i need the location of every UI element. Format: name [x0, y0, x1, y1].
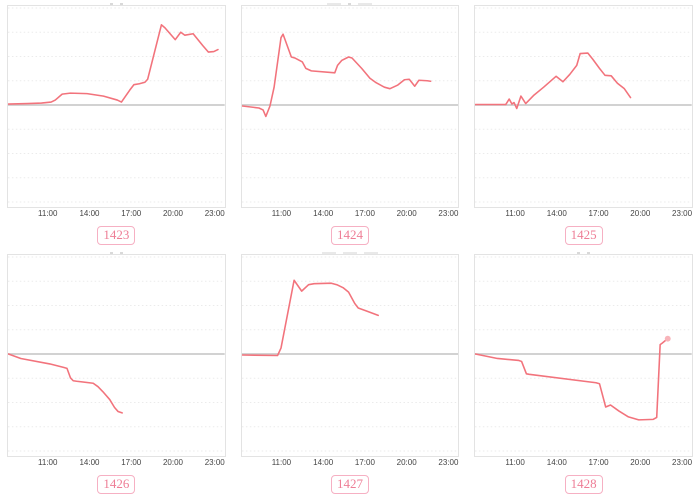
x-tick-label: 11:00 — [38, 458, 58, 467]
x-tick-label: 23:00 — [204, 458, 225, 467]
chart-id-badge[interactable]: 1424 — [330, 225, 369, 245]
badge-row: 1428 — [474, 470, 693, 498]
x-tick-label: 23:00 — [204, 209, 225, 218]
badge-row: 1423 — [7, 221, 226, 249]
chart-title-clipped — [241, 249, 460, 254]
title-fragment — [577, 252, 581, 254]
x-tick-label: 11:00 — [505, 209, 525, 218]
title-fragment — [119, 252, 123, 254]
chart-block-1426: 11:00 14:00 17:00 20:00 23:00 1426 — [7, 249, 226, 498]
x-tick-label: 17:00 — [354, 209, 375, 218]
title-fragment — [348, 3, 352, 5]
chart-block-1427: 11:00 14:00 17:00 20:00 23:00 1427 — [240, 249, 460, 498]
chart-panel — [7, 5, 226, 208]
x-tick-label: 14:00 — [313, 209, 334, 218]
title-fragment — [327, 3, 342, 5]
x-tick-label: 17:00 — [354, 458, 375, 467]
title-fragment — [119, 3, 123, 5]
x-tick-label: 11:00 — [38, 209, 58, 218]
x-tick-label: 20:00 — [630, 458, 651, 467]
chart-block-1428: 11:00 14:00 17:00 20:00 23:00 1428 — [474, 249, 693, 498]
x-axis-ticks: 11:00 14:00 17:00 20:00 23:00 — [7, 208, 226, 221]
x-tick-label: 20:00 — [396, 458, 417, 467]
chart-title-clipped — [241, 0, 460, 5]
x-tick-label: 20:00 — [396, 209, 417, 218]
chart-panel — [7, 254, 226, 457]
title-fragment — [358, 3, 373, 5]
x-tick-label: 23:00 — [438, 209, 459, 218]
x-tick-label: 23:00 — [672, 209, 693, 218]
x-tick-label: 11:00 — [271, 458, 292, 467]
x-tick-label: 14:00 — [79, 209, 100, 218]
x-tick-label: 23:00 — [672, 458, 693, 467]
chart-block-1424: 11:00 14:00 17:00 20:00 23:00 1424 — [240, 0, 460, 249]
title-fragment — [109, 252, 113, 254]
line-chart-svg — [241, 256, 459, 452]
line-chart-svg — [475, 7, 692, 203]
x-tick-label: 17:00 — [588, 209, 609, 218]
chart-title-clipped — [474, 249, 693, 254]
x-tick-label: 23:00 — [438, 458, 459, 467]
chart-title-clipped — [7, 0, 226, 5]
x-tick-label: 11:00 — [271, 209, 292, 218]
line-chart-svg — [241, 7, 459, 203]
x-tick-label: 20:00 — [630, 209, 651, 218]
title-fragment — [342, 252, 357, 254]
chart-block-1425: 11:00 14:00 17:00 20:00 23:00 1425 — [474, 0, 693, 249]
x-tick-label: 20:00 — [162, 458, 183, 467]
badge-row: 1427 — [241, 470, 460, 498]
title-fragment — [321, 252, 336, 254]
chart-id-badge[interactable]: 1423 — [97, 225, 136, 245]
title-fragment — [587, 252, 591, 254]
chart-panel — [474, 5, 693, 208]
chart-panel — [474, 254, 693, 457]
x-axis-ticks: 11:00 14:00 17:00 20:00 23:00 — [241, 457, 460, 470]
badge-row: 1425 — [474, 221, 693, 249]
chart-id-badge[interactable]: 1425 — [564, 225, 603, 245]
badge-row: 1426 — [7, 470, 226, 498]
chart-id-badge[interactable]: 1428 — [564, 474, 603, 494]
x-tick-label: 17:00 — [588, 458, 609, 467]
chart-title-clipped — [7, 249, 226, 254]
x-tick-label: 14:00 — [79, 458, 100, 467]
x-axis-ticks: 11:00 14:00 17:00 20:00 23:00 — [7, 457, 226, 470]
x-axis-ticks: 11:00 14:00 17:00 20:00 23:00 — [474, 208, 693, 221]
chart-id-badge[interactable]: 1426 — [97, 474, 136, 494]
title-fragment — [109, 3, 113, 5]
x-tick-label: 17:00 — [121, 458, 142, 467]
line-chart-svg — [8, 7, 225, 203]
x-tick-label: 14:00 — [313, 458, 334, 467]
title-fragment — [363, 252, 378, 254]
line-chart-svg — [475, 256, 692, 452]
x-tick-label: 14:00 — [546, 458, 567, 467]
line-chart-svg — [8, 256, 225, 452]
x-tick-label: 11:00 — [505, 458, 525, 467]
chart-block-1423: 11:00 14:00 17:00 20:00 23:00 1423 — [7, 0, 226, 249]
x-axis-ticks: 11:00 14:00 17:00 20:00 23:00 — [241, 208, 460, 221]
chart-panel — [240, 254, 460, 457]
x-tick-label: 20:00 — [162, 209, 183, 218]
x-tick-label: 14:00 — [546, 209, 567, 218]
chart-panel — [240, 5, 460, 208]
badge-row: 1424 — [241, 221, 460, 249]
chart-id-badge[interactable]: 1427 — [330, 474, 369, 494]
x-axis-ticks: 11:00 14:00 17:00 20:00 23:00 — [474, 457, 693, 470]
x-tick-label: 17:00 — [121, 209, 142, 218]
